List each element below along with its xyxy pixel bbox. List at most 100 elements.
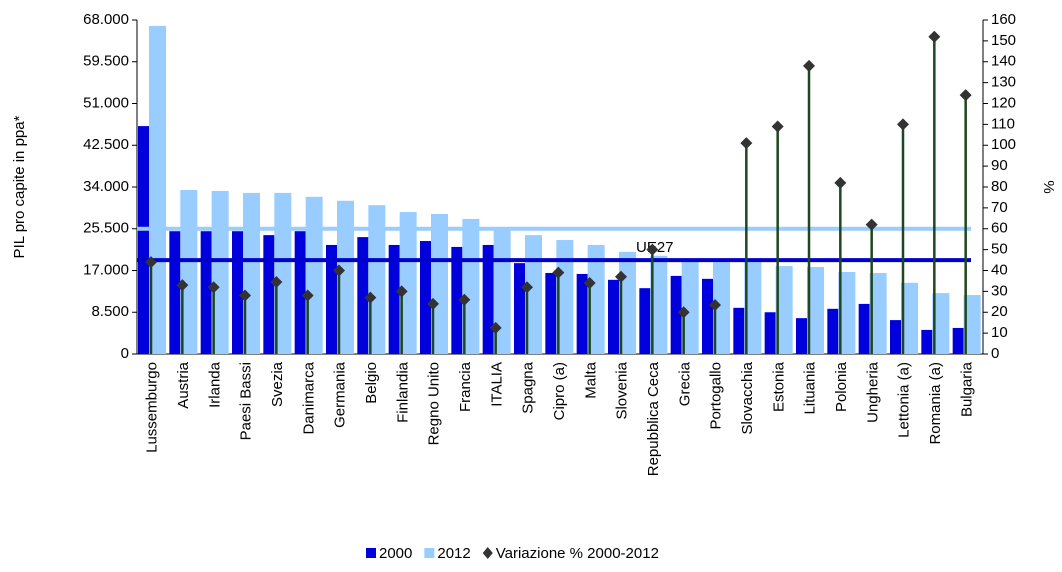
y-tick-label: 8.500: [91, 303, 129, 320]
y2-tick-label: 140: [991, 53, 1016, 70]
marker: [646, 243, 659, 256]
y2-tick-label: 60: [991, 220, 1008, 237]
x-tick-label: Romania (a): [927, 362, 944, 445]
x-tick-label: Portogallo: [708, 362, 725, 430]
marker: [834, 176, 847, 189]
x-tick-label: Austria: [175, 361, 192, 408]
bar: [796, 318, 807, 354]
marker: [458, 293, 471, 306]
marker: [521, 281, 533, 294]
bar: [545, 272, 557, 354]
marker: [897, 118, 909, 131]
y2-tick-label: 110: [991, 115, 1015, 132]
marker: [677, 306, 690, 319]
marker: [333, 264, 345, 277]
bar: [639, 288, 651, 354]
marker: [552, 266, 565, 279]
bar: [921, 329, 933, 354]
x-tick-label: Lussemburgo: [144, 362, 161, 453]
bar: [357, 237, 369, 354]
bar: [232, 231, 243, 354]
bar: [901, 282, 918, 354]
y-tick-label: 42.500: [83, 136, 129, 153]
x-tick-label: Grecia: [676, 361, 693, 406]
bar: [576, 273, 588, 354]
legend-label: 2000: [379, 545, 412, 562]
y2-tick-label: 20: [991, 303, 1008, 320]
y2-tick-label: 120: [991, 94, 1016, 111]
bar: [733, 307, 745, 354]
bar: [858, 303, 870, 354]
bar: [326, 244, 337, 354]
marker: [615, 270, 627, 283]
marker: [239, 289, 251, 302]
bar: [180, 189, 198, 354]
marker: [959, 89, 972, 102]
bar: [420, 241, 431, 354]
x-tick-label: Bulgaria: [958, 361, 975, 417]
x-tick-label: Irlanda: [206, 361, 223, 408]
y2-tick-label: 160: [991, 11, 1016, 28]
bar: [890, 320, 901, 354]
x-tick-label: Lituania: [802, 361, 819, 414]
bar: [670, 275, 682, 354]
x-tick-label: Slovenia: [614, 361, 631, 419]
y-tick-label: 0: [121, 345, 129, 362]
marker: [301, 289, 314, 302]
marker: [176, 279, 189, 292]
y2-tick-label: 50: [991, 241, 1008, 258]
x-tick-label: Francia: [457, 361, 474, 412]
y2-tick-label: 130: [991, 74, 1016, 91]
x-tick-label: Regno Unito: [426, 362, 443, 445]
bar: [243, 192, 260, 354]
bar: [587, 244, 605, 354]
bar: [399, 212, 417, 354]
x-tick-label: Slovacchia: [739, 361, 756, 434]
bar: [764, 312, 776, 354]
bar: [932, 293, 950, 354]
x-tick-label: Repubblica Ceca: [645, 361, 662, 476]
bar: [827, 308, 839, 354]
x-tick-label: Ungheria: [864, 361, 881, 423]
y2-tick-label: 10: [991, 324, 1008, 341]
y2-tick-label: 80: [991, 178, 1008, 195]
bar: [431, 214, 448, 354]
y2-tick-label: 90: [991, 157, 1008, 174]
marker: [145, 256, 157, 269]
y-tick-label: 25.500: [83, 220, 129, 237]
marker: [270, 275, 283, 288]
bar: [702, 278, 713, 354]
x-tick-label: Danimarca: [300, 361, 317, 434]
x-tick-label: Polonia: [833, 361, 850, 412]
marker: [740, 137, 753, 150]
x-tick-label: Lettonia (a): [896, 362, 913, 438]
bar: [775, 266, 793, 354]
legend-swatch: [366, 548, 376, 558]
bar: [952, 327, 964, 354]
bar: [838, 271, 856, 354]
bar: [963, 295, 981, 354]
y2-tick-label: 0: [991, 345, 999, 362]
bar: [869, 272, 887, 354]
x-tick-label: Svezia: [269, 361, 286, 407]
x-tick-label: ITALIA: [488, 362, 505, 407]
bar: [211, 190, 229, 354]
bar: [681, 260, 699, 354]
x-tick-label: Cipro (a): [551, 362, 568, 420]
bar: [514, 263, 525, 354]
marker: [709, 298, 721, 311]
bar: [650, 255, 668, 354]
y-axis-label: PIL pro capite in ppa*: [11, 115, 28, 258]
y-tick-label: 17.000: [83, 261, 129, 278]
marker: [427, 297, 439, 310]
y-tick-label: 59.500: [83, 53, 129, 70]
bar: [138, 126, 149, 354]
marker: [395, 285, 408, 298]
y2-tick-label: 30: [991, 282, 1008, 299]
bar: [462, 218, 480, 354]
bar: [149, 25, 166, 355]
bar: [713, 262, 730, 354]
x-tick-label: Belgio: [363, 362, 380, 404]
marker: [489, 321, 502, 334]
